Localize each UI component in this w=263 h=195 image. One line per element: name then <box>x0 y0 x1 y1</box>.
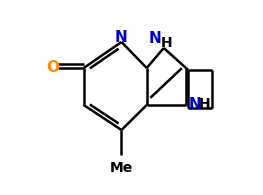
Text: N: N <box>115 30 128 45</box>
Text: H: H <box>161 36 173 50</box>
Text: Me: Me <box>110 161 133 175</box>
Text: N: N <box>189 97 202 112</box>
Text: N: N <box>149 31 162 46</box>
Text: O: O <box>46 60 59 75</box>
Text: H: H <box>198 97 210 111</box>
